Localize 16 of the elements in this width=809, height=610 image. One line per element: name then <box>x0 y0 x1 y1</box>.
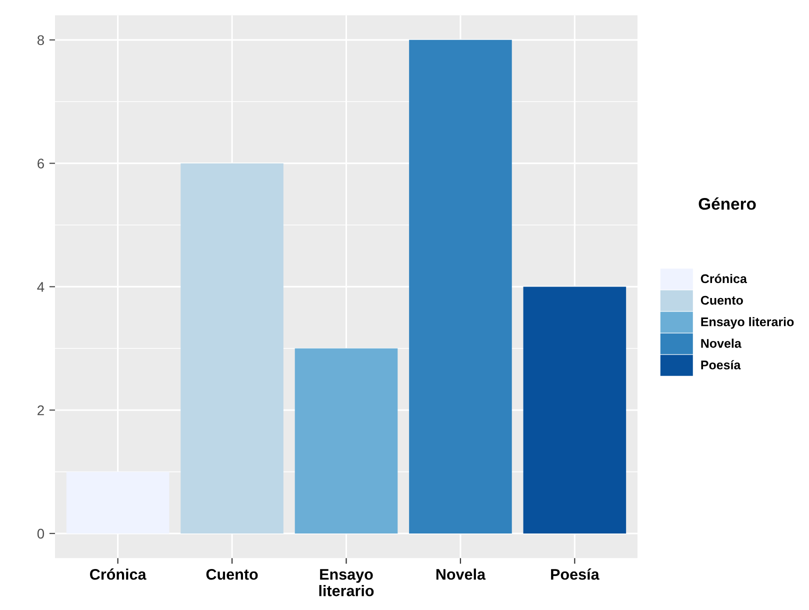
y-tick-label: 6 <box>38 158 44 168</box>
y-tick-label: 0 <box>37 528 44 539</box>
legend-title: Género <box>698 197 756 210</box>
y-tick-label: 4 <box>37 282 44 292</box>
x-tick-label: Ensayo literario <box>319 569 374 596</box>
x-tick-label: Cuento <box>206 568 258 580</box>
x-tick-label: Novela <box>436 568 486 580</box>
legend-label: Novela <box>701 338 742 348</box>
x-tick-label: Crónica <box>90 568 146 580</box>
legend-label: Ensayo literario <box>701 317 794 329</box>
legend-label: Cuento <box>700 296 743 305</box>
legend-label: Poesía <box>701 360 741 370</box>
x-tick-label: Poesía <box>551 568 600 580</box>
legend-label: Crónica <box>700 274 748 284</box>
y-tick-label: 2 <box>38 405 44 416</box>
y-tick-label: 8 <box>37 35 44 46</box>
